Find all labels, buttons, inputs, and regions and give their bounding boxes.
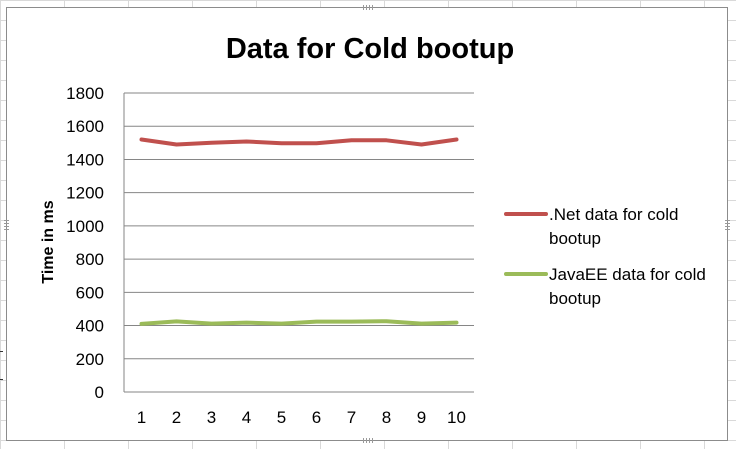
cell-marker <box>0 379 3 380</box>
data-point <box>456 322 457 324</box>
data-point <box>211 323 212 325</box>
y-tick-label: 200 <box>76 350 104 369</box>
y-tick-label: 800 <box>76 250 104 269</box>
cell-marker <box>0 351 3 352</box>
chart-title: Data for Cold bootup <box>226 33 514 65</box>
series-line <box>139 319 459 326</box>
legend-entry: .Net data for cold bootup <box>549 205 678 248</box>
y-tick-label: 1200 <box>66 184 104 203</box>
x-tick-label: 10 <box>447 408 466 427</box>
resize-handle-right[interactable] <box>725 220 730 230</box>
data-point <box>176 143 177 145</box>
series-line <box>139 137 459 147</box>
data-point <box>421 143 422 145</box>
x-axis-ticks: 1 2 3 4 5 6 7 8 9 10 <box>137 408 466 427</box>
x-tick-label: 4 <box>242 408 251 427</box>
y-tick-label: 1600 <box>66 117 104 136</box>
y-tick-label: 1800 <box>66 84 104 103</box>
data-point <box>246 141 247 143</box>
data-point <box>141 139 142 141</box>
resize-handle-left[interactable] <box>4 220 9 230</box>
x-tick-label: 5 <box>277 408 286 427</box>
data-point <box>246 322 247 324</box>
x-tick-label: 7 <box>347 408 356 427</box>
data-point <box>141 323 142 325</box>
legend: .Net data for cold bootup JavaEE data for … <box>504 205 706 308</box>
data-point <box>211 142 212 144</box>
data-point <box>316 142 317 144</box>
x-tick-label: 6 <box>312 408 321 427</box>
data-point <box>316 321 317 323</box>
x-tick-label: 9 <box>417 408 426 427</box>
data-point <box>456 139 457 141</box>
y-axis-ticks: 0 200 400 600 800 1000 1200 1400 1600 1800 <box>66 84 104 402</box>
y-tick-label: 600 <box>76 283 104 302</box>
data-point <box>421 323 422 325</box>
data-point <box>281 142 282 144</box>
data-point <box>281 323 282 325</box>
x-tick-label: 1 <box>137 408 146 427</box>
y-tick-label: 1400 <box>66 150 104 169</box>
x-tick-label: 8 <box>382 408 391 427</box>
x-tick-label: 2 <box>172 408 181 427</box>
y-tick-label: 400 <box>76 317 104 336</box>
legend-entry: JavaEE data for cold bootup <box>549 265 706 308</box>
data-point <box>176 320 177 322</box>
x-tick-label: 3 <box>207 408 216 427</box>
y-axis-label: Time in ms <box>40 200 57 283</box>
chart-area[interactable] <box>4 5 730 443</box>
data-point <box>351 139 352 141</box>
data-point <box>386 139 387 141</box>
gridlines <box>123 92 474 393</box>
data-point <box>351 321 352 323</box>
series-lines <box>139 137 459 326</box>
y-tick-label: 1000 <box>66 217 104 236</box>
resize-handle-top[interactable] <box>363 5 373 10</box>
data-point <box>386 320 387 322</box>
y-tick-label: 0 <box>95 383 104 402</box>
resize-handle-bottom[interactable] <box>363 438 373 443</box>
